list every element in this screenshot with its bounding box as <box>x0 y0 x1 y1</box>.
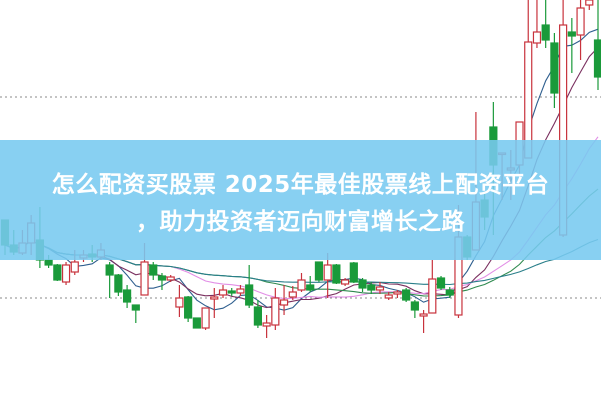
candle-up <box>375 286 385 291</box>
candle-up <box>288 291 297 298</box>
candle-down <box>245 284 254 306</box>
candle-down <box>332 264 341 284</box>
candle-down <box>253 306 262 326</box>
candle-up <box>384 294 393 299</box>
title-line-2: ，助力投资者迈向财富增长之路 <box>136 209 465 235</box>
candle-down <box>367 284 376 291</box>
candle-down <box>149 264 158 276</box>
candle-up <box>532 31 542 44</box>
candle-up <box>585 0 594 6</box>
candle-up <box>201 307 210 329</box>
candle-down <box>567 31 576 37</box>
candle-down <box>410 301 419 311</box>
candle-down <box>44 259 53 266</box>
candle-up <box>61 264 71 283</box>
candle-up <box>279 299 289 306</box>
candle-up <box>210 296 219 300</box>
candle-down <box>192 317 201 329</box>
candle-up <box>419 313 428 317</box>
title-line-1: 怎么配资买股票 2025年最佳股票线上配资平台 <box>51 172 550 198</box>
candle-down <box>445 289 454 296</box>
candle-down <box>184 296 193 319</box>
candle-up <box>175 297 184 308</box>
candle-up <box>218 289 228 296</box>
candle-up <box>236 288 245 294</box>
candle-up <box>323 264 332 281</box>
candle-down <box>53 264 62 281</box>
candle-up <box>70 261 79 273</box>
candle-up <box>166 276 175 281</box>
candle-down <box>122 289 132 303</box>
candle-down <box>550 42 559 94</box>
candle-up <box>393 291 402 295</box>
candle-down <box>227 290 236 294</box>
candle-down <box>402 289 411 301</box>
candle-down <box>436 277 446 289</box>
candle-down <box>105 264 114 276</box>
candle-down <box>541 24 550 41</box>
candle-down <box>306 284 315 291</box>
candle-down <box>593 39 601 78</box>
candle-down <box>157 275 167 281</box>
candle-down <box>131 304 140 311</box>
candle-up <box>576 7 585 36</box>
candle-down <box>349 262 358 283</box>
candle-up <box>271 297 280 326</box>
candle-up <box>297 279 306 291</box>
candle-up <box>262 322 271 327</box>
candle-up <box>140 261 149 296</box>
title-banner: 怎么配资买股票 2025年最佳股票线上配资平台 ，助力投资者迈向财富增长之路 <box>0 140 601 260</box>
candle-down <box>314 261 324 281</box>
candle-up <box>341 279 350 285</box>
candle-down <box>358 279 367 289</box>
candle-up <box>428 278 437 314</box>
candle-down <box>114 274 123 293</box>
